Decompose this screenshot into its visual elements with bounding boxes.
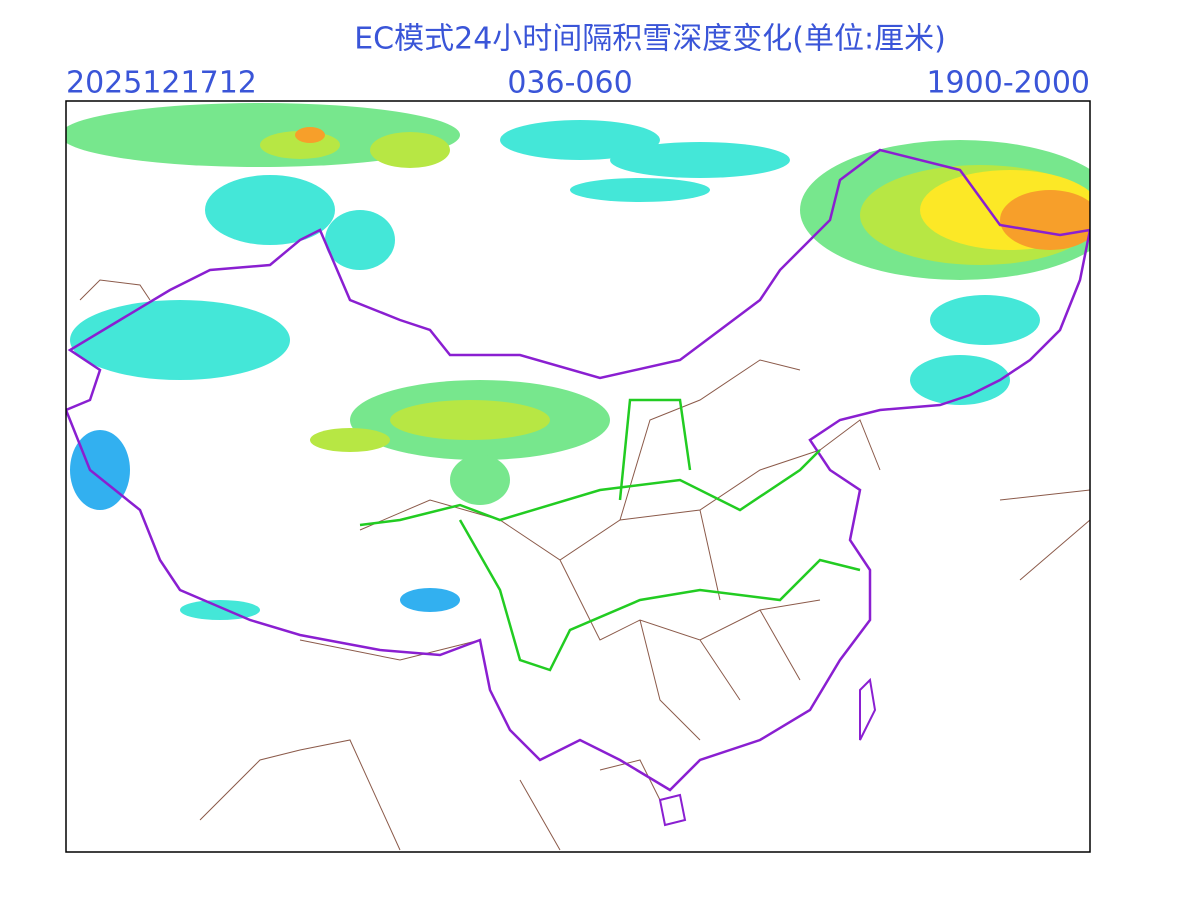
taiwan xyxy=(658,677,877,827)
map-frame xyxy=(65,100,1091,853)
province-borders xyxy=(299,359,881,741)
china-border xyxy=(66,148,1090,792)
rivers xyxy=(359,398,861,672)
neighbor-borders xyxy=(79,279,1090,851)
title: EC模式24小时间隔积雪深度变化(单位:厘米) xyxy=(354,22,946,57)
map-area xyxy=(66,103,1090,851)
valid-range: 1900-2000 xyxy=(926,66,1090,101)
init-time: 2025121712 xyxy=(66,66,257,101)
forecast-range: 036-060 xyxy=(507,66,632,101)
snow-shading xyxy=(66,103,1090,620)
